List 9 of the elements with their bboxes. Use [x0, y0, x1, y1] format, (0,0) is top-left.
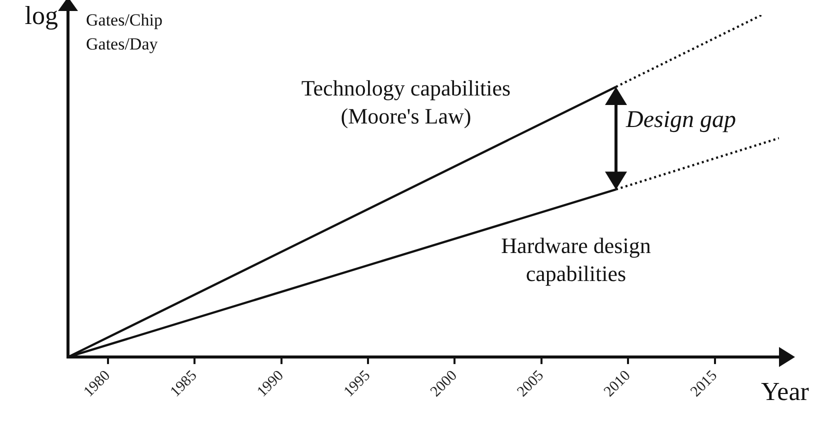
series-label: Technology capabilities (Moore's Law) [301, 76, 511, 129]
x-axis-title: Year [761, 376, 810, 406]
annotation: Gates/Day [86, 34, 158, 54]
annotation: Gates/Chip [86, 10, 162, 30]
x-tick-label: 1990 [254, 368, 287, 400]
y-axis-title: log [24, 0, 58, 30]
x-tick-label: 1980 [80, 368, 114, 400]
series-label: Hardware design capabilities [501, 233, 651, 286]
annotation: Design gap [624, 107, 736, 134]
